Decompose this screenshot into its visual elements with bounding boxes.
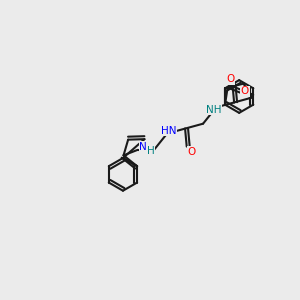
Text: H: H	[147, 146, 154, 156]
Text: NH: NH	[206, 105, 221, 115]
Text: O: O	[226, 74, 234, 84]
Text: O: O	[241, 86, 249, 96]
Text: N: N	[139, 142, 147, 152]
Text: O: O	[187, 147, 195, 157]
Text: HN: HN	[161, 125, 176, 136]
